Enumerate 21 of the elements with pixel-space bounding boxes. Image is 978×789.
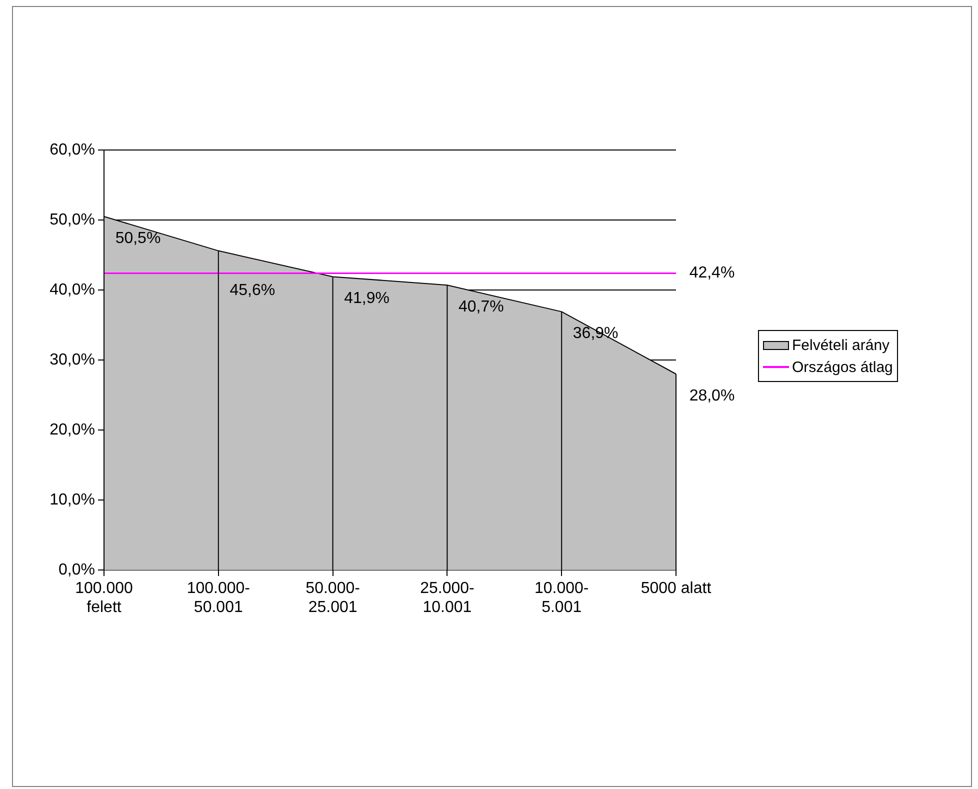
y-tick-label: 30,0% <box>50 351 95 368</box>
y-tick-label: 20,0% <box>50 421 95 438</box>
x-tick-label: 10.000-5.001 <box>534 580 589 616</box>
x-tick-label: 100.000 felett <box>75 580 134 616</box>
y-tick-label: 40,0% <box>50 281 95 298</box>
x-tick-label: 100.000-50.001 <box>186 580 250 616</box>
data-label: 40,7% <box>458 298 504 316</box>
data-label: 28,0% <box>689 387 735 404</box>
y-tick-label: 0,0% <box>58 561 95 578</box>
y-tick-label: 60,0% <box>50 141 95 158</box>
legend-label: Felvételi arány <box>792 336 890 354</box>
legend-label: Országos átlag <box>792 358 893 376</box>
data-label: 45,6% <box>230 282 276 300</box>
y-tick-label: 10,0% <box>50 491 95 508</box>
data-label: 50,5% <box>115 230 161 247</box>
y-tick-label: 50,0% <box>50 211 95 228</box>
data-label: 42,4% <box>689 264 735 282</box>
x-tick-label: 50.000-25.001 <box>306 580 360 616</box>
x-tick-label: 5000 alatt <box>640 580 712 598</box>
x-tick-label: 25.000-10.001 <box>420 580 474 616</box>
data-label: 41,9% <box>344 290 390 308</box>
